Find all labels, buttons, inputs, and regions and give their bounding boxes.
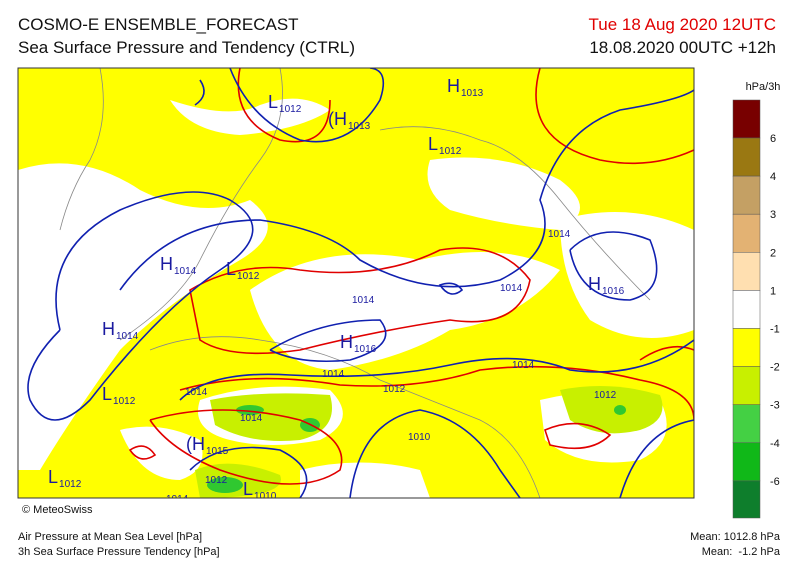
colorbar-segment: [732, 175, 761, 215]
colorbar-segment: [732, 99, 761, 139]
center-letter: L: [48, 467, 58, 487]
center-value: 1016: [354, 344, 377, 355]
center-letter: L: [226, 259, 236, 279]
isobar-label: 1014: [166, 494, 189, 505]
colorbar-segment: [732, 404, 761, 444]
colorbar-tick-label: 4: [770, 171, 776, 183]
center-value: 1013: [348, 121, 371, 132]
colorbar-segment: [732, 213, 761, 253]
center-letter: (H: [328, 109, 347, 129]
center-value: 1010: [254, 491, 277, 502]
center-value: 1014: [116, 331, 139, 342]
center-letter: H: [102, 319, 115, 339]
isobar-label: 1014: [512, 360, 535, 371]
isobar-label: 1014: [322, 369, 345, 380]
center-letter: H: [160, 254, 173, 274]
footer-line: Mean: 1012.8 hPa: [690, 531, 781, 543]
isobar-label: 1014: [548, 229, 571, 240]
footer-line: Mean: -1.2 hPa: [702, 546, 781, 558]
isobar-label: 1014: [500, 283, 523, 294]
colorbar-segment: [732, 442, 761, 482]
title: COSMO-E ENSEMBLE_FORECAST: [18, 15, 299, 34]
colorbar-tick-label: -4: [770, 438, 780, 450]
pressure-center: L 1010: [243, 479, 277, 502]
center-value: 1014: [174, 266, 197, 277]
credit: © MeteoSwiss: [22, 504, 93, 516]
colorbar-tick-label: 3: [770, 209, 776, 221]
center-letter: L: [243, 479, 253, 499]
isobar-label: 1010: [408, 432, 431, 443]
pressure-center: H 1013: [447, 76, 484, 99]
footer-line: 3h Sea Surface Pressure Tendency [hPa]: [18, 546, 220, 558]
isobar-label: 1012: [594, 390, 617, 401]
pressure-center: L 1012: [268, 92, 302, 115]
colorbar-segment: [732, 366, 761, 405]
colorbar-tick-label: -6: [770, 476, 780, 488]
colorbar-tick-label: -1: [770, 324, 780, 336]
isobar-label: 1012: [383, 384, 406, 395]
pressure-center: H 1014: [160, 254, 197, 277]
footer-line: Air Pressure at Mean Sea Level [hPa]: [18, 531, 202, 543]
center-value: 1013: [461, 88, 484, 99]
center-letter: L: [268, 92, 278, 112]
center-value: 1012: [439, 146, 462, 157]
colorbar-segment: [732, 480, 761, 519]
colorbar-tick-label: 6: [770, 133, 776, 145]
center-value: 1012: [59, 479, 82, 490]
legend-unit: hPa/3h: [746, 81, 781, 93]
isobar-label: 1014: [185, 387, 208, 398]
center-value: 1012: [113, 396, 136, 407]
isobar-label: 1012: [205, 475, 228, 486]
pressure-center: H 1016: [588, 274, 625, 297]
pressure-center: H 1016: [340, 332, 377, 355]
center-letter: (H: [186, 434, 205, 454]
isobar-label: 1014: [352, 295, 375, 306]
map-frame: [17, 67, 695, 499]
run-time: 18.08.2020 00UTC +12h: [589, 38, 776, 57]
pressure-center: L 1012: [428, 134, 462, 157]
center-value: 1012: [237, 271, 260, 282]
colorbar-segment: [732, 290, 761, 329]
colorbar-segment: [732, 252, 761, 291]
pressure-center: (H 1013: [328, 109, 371, 132]
colorbar-tick-label: 1: [770, 285, 776, 297]
pressure-center: L 1012: [102, 384, 136, 407]
pressure-center: L 1012: [48, 467, 82, 490]
center-value: 1016: [602, 286, 625, 297]
pressure-center: L 1012: [226, 259, 260, 282]
center-value: 1015: [206, 446, 229, 457]
center-letter: L: [102, 384, 112, 404]
center-letter: L: [428, 134, 438, 154]
pressure-center: H 1014: [102, 319, 139, 342]
subtitle: Sea Surface Pressure and Tendency (CTRL): [18, 38, 355, 57]
colorbar-tick-label: 2: [770, 247, 776, 259]
center-letter: H: [447, 76, 460, 96]
colorbar-tick-label: -2: [770, 362, 780, 374]
pressure-center: (H 1015: [186, 434, 229, 457]
colorbar-segment: [732, 137, 761, 177]
isobar-label: 1014: [240, 413, 263, 424]
center-letter: H: [588, 274, 601, 294]
center-letter: H: [340, 332, 353, 352]
valid-time: Tue 18 Aug 2020 12UTC: [589, 15, 776, 34]
center-value: 1012: [279, 104, 302, 115]
colorbar-segment: [732, 328, 761, 367]
colorbar-tick-label: -3: [770, 400, 780, 412]
